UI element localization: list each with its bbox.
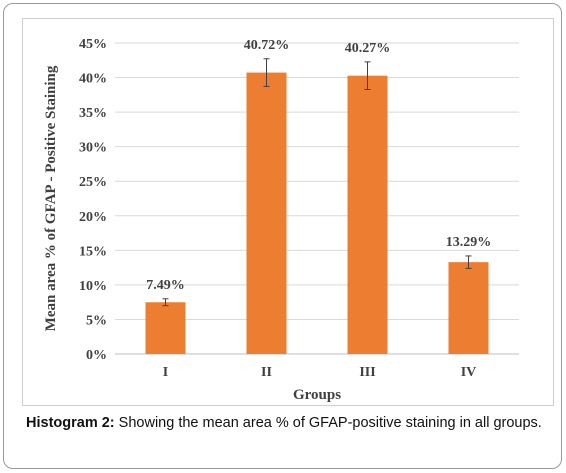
figure-caption: Histogram 2: Showing the mean area % of … <box>26 414 548 433</box>
y-tick-label: 10% <box>79 279 107 294</box>
y-tick-label: 5% <box>86 313 107 328</box>
y-tick-label: 30% <box>79 141 107 156</box>
error-bars <box>162 58 472 307</box>
x-tick-label: I <box>163 365 168 380</box>
y-tick-label: 0% <box>86 348 107 363</box>
x-tick-label: IV <box>461 365 477 380</box>
figure-frame: 7.49% 40.72% 40.27% 13.29% 0% 5% 10% 15% 20% 25%… <box>3 3 562 469</box>
bar <box>347 75 388 354</box>
data-labels: 7.49% 40.72% 40.27% 13.29% <box>146 38 491 293</box>
data-label: 40.27% <box>345 41 391 56</box>
bar <box>448 262 489 354</box>
bar <box>246 72 287 354</box>
caption-label: Histogram 2: <box>26 415 115 431</box>
y-tick-label: 25% <box>79 175 107 190</box>
x-tick-labels: I II III IV <box>163 365 477 380</box>
data-label: 13.29% <box>446 235 492 250</box>
chart-area: 7.49% 40.72% 40.27% 13.29% 0% 5% 10% 15% 20% 25%… <box>22 18 554 406</box>
y-tick-label: 15% <box>79 244 107 259</box>
y-tick-label: 40% <box>79 72 107 87</box>
y-axis-title: Mean area % of GFAP - Positive Staining <box>43 65 59 331</box>
bar <box>145 302 186 354</box>
x-tick-label: III <box>359 365 375 380</box>
data-label: 40.72% <box>244 38 290 53</box>
y-tick-label: 35% <box>79 106 107 121</box>
y-tick-label: 45% <box>79 37 107 52</box>
bar-chart: 7.49% 40.72% 40.27% 13.29% 0% 5% 10% 15% 20% 25%… <box>43 37 519 403</box>
data-label: 7.49% <box>146 278 185 293</box>
x-axis-title: Groups <box>293 387 341 403</box>
caption-text: Showing the mean area % of GFAP-positive… <box>114 415 542 431</box>
bars <box>145 72 489 354</box>
y-tick-label: 20% <box>79 210 107 225</box>
x-tick-label: II <box>261 365 272 380</box>
y-tick-labels: 0% 5% 10% 15% 20% 25% 30% 35% 40% 45% <box>79 37 107 363</box>
